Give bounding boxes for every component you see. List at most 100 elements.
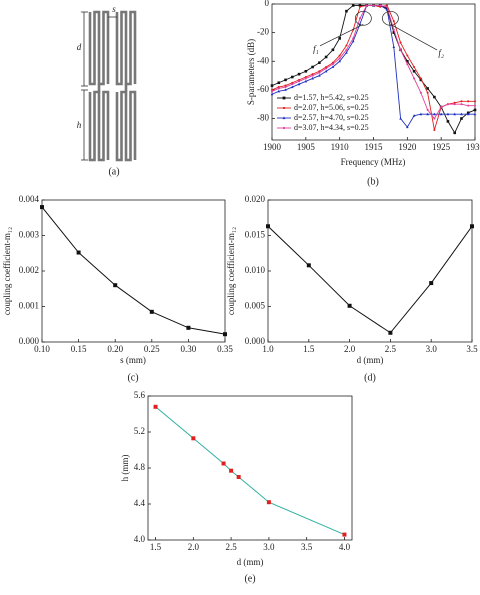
marker [379, 4, 382, 7]
marker [453, 103, 456, 106]
y-tick-label: -60 [257, 84, 269, 94]
plot-frame [267, 199, 473, 343]
x-tick-label: 1.0 [262, 344, 274, 354]
marker [236, 475, 241, 479]
marker [338, 54, 341, 57]
marker [297, 82, 301, 86]
marker [419, 77, 422, 80]
y-tick-label: 0.020 [245, 194, 266, 204]
marker [277, 89, 281, 93]
marker [446, 120, 450, 123]
marker [358, 17, 362, 20]
marker [153, 404, 158, 409]
marker [277, 87, 280, 90]
x-tick-label: 0.20 [107, 344, 123, 354]
marker [392, 20, 395, 23]
marker [306, 263, 311, 268]
legend-marker [282, 106, 286, 110]
marker [419, 78, 423, 82]
marker [298, 78, 301, 81]
marker [392, 45, 396, 48]
annotation-ring [355, 10, 372, 26]
marker [426, 87, 429, 90]
marker [338, 37, 341, 40]
marker [433, 112, 436, 116]
marker [412, 69, 416, 73]
x-tick-label: 3.5 [466, 344, 478, 354]
marker [351, 4, 355, 7]
y-tick-label: 5.6 [134, 390, 146, 400]
marker [406, 63, 409, 66]
marker [311, 74, 314, 77]
marker [270, 88, 274, 91]
marker [467, 100, 470, 103]
marker [433, 128, 436, 132]
marker [318, 70, 321, 73]
marker [40, 205, 44, 210]
legend-marker [282, 96, 286, 100]
marker [113, 283, 118, 288]
x-axis-label: d (mm) [237, 557, 264, 567]
y-tick-label: 4.4 [134, 498, 146, 508]
marker [453, 131, 456, 135]
marker [352, 37, 355, 40]
marker [298, 80, 301, 83]
x-tick-label: 3.0 [263, 542, 275, 552]
marker [399, 41, 402, 44]
marker [304, 79, 308, 83]
annotation-pointer [319, 24, 364, 47]
y-axis-label: coupling coefficient-m₁₂ [226, 227, 236, 315]
marker [318, 74, 321, 77]
annotation-pointer [390, 24, 438, 51]
marker [446, 112, 450, 116]
marker [392, 28, 395, 31]
x-tick-label: 0.10 [34, 344, 50, 354]
marker [440, 106, 443, 109]
x-tick-label: 2.5 [225, 542, 237, 552]
marker [347, 303, 352, 308]
x-tick-label: 1.5 [150, 542, 162, 552]
marker [453, 112, 456, 116]
length-label: d [77, 42, 82, 52]
x-tick-label: 2.0 [344, 344, 356, 354]
y-axis-label: h (mm) [120, 455, 130, 482]
marker [470, 224, 474, 229]
marker [467, 104, 470, 107]
y-tick-label: 0.001 [19, 301, 39, 311]
marker [338, 57, 341, 60]
marker [466, 112, 470, 116]
x-tick-label: 2.0 [188, 542, 200, 552]
marker [223, 332, 227, 337]
marker [229, 468, 234, 473]
resonator [88, 90, 110, 162]
marker [385, 5, 389, 8]
y-tick-label: 4.0 [134, 534, 146, 544]
marker [266, 224, 270, 229]
marker [365, 4, 368, 7]
caption: (c) [127, 372, 138, 383]
caption: (d) [364, 372, 376, 383]
marker [284, 88, 287, 91]
marker [439, 112, 443, 116]
legend-label: d=2.07, h=5.06, s=0.25 [294, 103, 369, 112]
annotation-ring [382, 10, 399, 26]
y-tick-label: 5.2 [134, 426, 145, 436]
x-tick-label: 2.5 [385, 344, 397, 354]
marker [351, 39, 355, 43]
marker [311, 73, 314, 76]
marker [358, 5, 362, 8]
y-tick-label: -20 [257, 27, 269, 37]
annotation: f₂ [438, 48, 444, 58]
marker [191, 436, 196, 441]
marker [406, 54, 409, 57]
marker [318, 71, 321, 74]
marker [433, 95, 436, 99]
y-tick-label: -40 [257, 55, 269, 65]
marker [270, 92, 274, 96]
y-tick-label: 0.015 [245, 230, 266, 240]
marker [345, 44, 348, 47]
legend-label: d=2.57, h=4.70, s=0.25 [294, 113, 369, 122]
caption: (e) [244, 573, 255, 584]
marker [429, 281, 434, 286]
